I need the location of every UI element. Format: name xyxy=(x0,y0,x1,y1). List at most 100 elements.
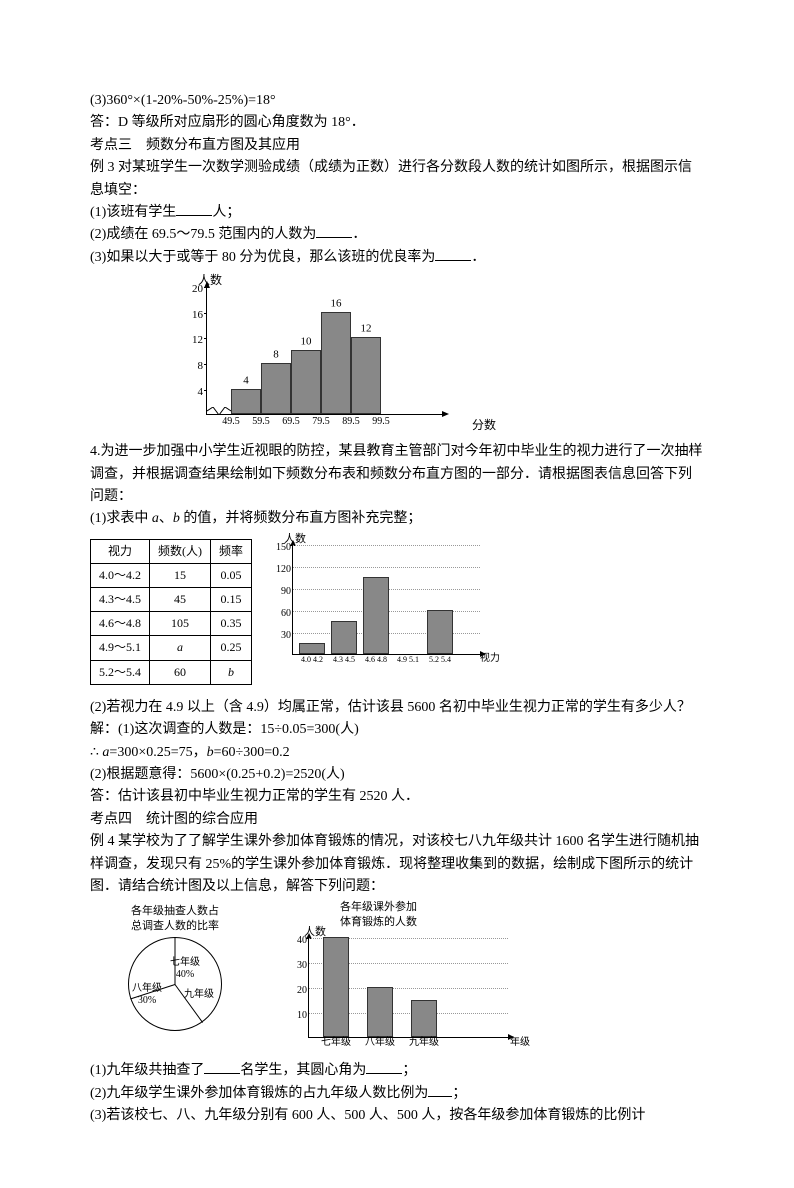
question-line: (1)求表中 a、b 的值，并将频数分布直方图补充完整； xyxy=(90,508,704,530)
table-row: 4.9～5.1a0.25 xyxy=(91,636,252,660)
table-cell: 15 xyxy=(150,563,211,587)
table-cell: 105 xyxy=(150,612,211,636)
pie-block: 各年级抽查人数占总调查人数的比率 七年级40% 九年级 八年级30% xyxy=(100,904,250,1031)
frequency-table: 视力频数(人)频率4.0～4.2150.054.3～4.5450.154.6～4… xyxy=(90,539,252,685)
x-tick-label: 4.3 4.5 xyxy=(333,654,355,667)
chart-bar xyxy=(261,363,291,414)
table-header: 视力 xyxy=(91,539,150,563)
question-line: (2)成绩在 69.5～79.5 范围内的人数为． xyxy=(90,224,704,246)
blank-fill xyxy=(428,1083,452,1097)
table-cell: 4.3～4.5 xyxy=(91,588,150,612)
solution-line: 解：(1)这次调查的人数是：15÷0.05=300(人) xyxy=(90,719,704,741)
arrow-right-icon xyxy=(442,411,449,417)
table-row: 5.2～5.460b xyxy=(91,660,252,684)
question-line: (1)该班有学生人； xyxy=(90,202,704,224)
table-cell: b xyxy=(211,660,252,684)
y-tick-label: 90 xyxy=(273,584,291,600)
topic-title: 考点四 统计图的综合应用 xyxy=(90,809,704,831)
chart-bar xyxy=(351,337,381,414)
table-cell: 4.0～4.2 xyxy=(91,563,150,587)
table-cell: 0.05 xyxy=(211,563,252,587)
x-tick-label: 七年级 xyxy=(321,1035,351,1051)
y-tick-label: 16 xyxy=(181,307,203,325)
table-cell: 0.25 xyxy=(211,636,252,660)
y-tick-label: 12 xyxy=(181,332,203,350)
table-cell: 0.15 xyxy=(211,588,252,612)
y-tick-label: 20 xyxy=(289,983,307,999)
y-tick-label: 30 xyxy=(289,958,307,974)
histogram-chart: 人数 481216204810161249.559.569.579.589.59… xyxy=(170,273,470,433)
bar-value-label: 4 xyxy=(243,372,249,390)
y-tick-label: 120 xyxy=(273,562,291,578)
chart-bar xyxy=(427,610,453,654)
blank-fill xyxy=(435,247,471,261)
question-line: (1)九年级共抽查了名学生，其圆心角为； xyxy=(90,1060,704,1082)
blank-fill xyxy=(204,1060,240,1074)
x-tick-label: 5.2 5.4 xyxy=(429,654,451,667)
table-cell: a xyxy=(150,636,211,660)
table-row: 4.3～4.5450.15 xyxy=(91,588,252,612)
chart-plot: 481216204810161249.559.569.579.589.599.5 xyxy=(206,287,442,415)
question-intro: 4.为进一步加强中小学生近视眼的防控，某县教育主管部门对今年初中毕业生的视力进行… xyxy=(90,441,704,508)
chart-bar xyxy=(367,987,393,1037)
question-line: (3)如果以大于或等于 80 分为优良，那么该班的优良率为． xyxy=(90,247,704,269)
table-header: 频率 xyxy=(211,539,252,563)
answer-line: 答：D 等级所对应扇形的圆心角度数为 18°． xyxy=(90,112,704,134)
y-tick-label: 40 xyxy=(289,933,307,949)
x-tick-label: 4.9 5.1 xyxy=(397,654,419,667)
chart-bar xyxy=(291,350,321,414)
table-header: 频数(人) xyxy=(150,539,211,563)
pie-bar-row: 各年级抽查人数占总调查人数的比率 七年级40% 九年级 八年级30% 各年级课外… xyxy=(100,904,704,1054)
x-tick-label: 99.5 xyxy=(372,414,390,430)
freq-histogram: 人数 视力 3060901201504.0 4.24.3 4.54.6 4.84… xyxy=(270,535,490,670)
x-tick-label: 69.5 xyxy=(282,414,300,430)
y-tick-label: 150 xyxy=(273,540,291,556)
chart-plot: 年级 10203040七年级八年级九年级 xyxy=(308,938,508,1038)
bar-value-label: 16 xyxy=(331,295,342,313)
chart-bar xyxy=(321,312,351,414)
solution-line: (2)根据题意得：5600×(0.25+0.2)=2520(人) xyxy=(90,764,704,786)
question-line: (2)九年级学生课外参加体育锻炼的占九年级人数比例为； xyxy=(90,1083,704,1105)
question-line: (3)若该校七、八、九年级分别有 600 人、500 人、500 人，按各年级参… xyxy=(90,1105,704,1127)
x-tick-label: 59.5 xyxy=(252,414,270,430)
chart-bar xyxy=(331,621,357,654)
pie-label: 八年级30% xyxy=(132,983,162,1007)
y-tick-label: 60 xyxy=(273,606,291,622)
example-intro: 例 3 对某班学生一次数学测验成绩（成绩为正数）进行各分数段人数的统计如图所示，… xyxy=(90,157,704,202)
blank-fill xyxy=(176,202,212,216)
table-cell: 5.2～5.4 xyxy=(91,660,150,684)
x-tick-label: 九年级 xyxy=(409,1035,439,1051)
x-tick-label: 4.0 4.2 xyxy=(301,654,323,667)
table-chart-row: 视力频数(人)频率4.0～4.2150.054.3～4.5450.154.6～4… xyxy=(90,535,704,689)
x-tick-label: 4.6 4.8 xyxy=(365,654,387,667)
x-axis-label: 视力 xyxy=(480,651,500,667)
solution-line: ∴ a=300×0.25=75，b=60÷300=0.2 xyxy=(90,742,704,764)
y-tick-label: 10 xyxy=(289,1008,307,1024)
example-intro: 例 4 某学校为了了解学生课外参加体育锻炼的情况，对该校七八九年级共计 1600… xyxy=(90,831,704,898)
table-cell: 4.6～4.8 xyxy=(91,612,150,636)
x-axis-label: 分数 xyxy=(472,416,496,435)
chart-bar xyxy=(323,937,349,1037)
bar-chart: 各年级课外参加体育锻炼的人数 人数 年级 10203040七年级八年级九年级 xyxy=(280,904,520,1054)
table-row: 4.6～4.81050.35 xyxy=(91,612,252,636)
x-tick-label: 八年级 xyxy=(365,1035,395,1051)
x-axis-label: 年级 xyxy=(510,1035,530,1051)
chart-bar xyxy=(299,643,325,654)
pie-chart: 七年级40% 九年级 八年级30% xyxy=(128,937,222,1031)
table-cell: 60 xyxy=(150,660,211,684)
chart-bar xyxy=(363,577,389,654)
y-tick-label: 4 xyxy=(181,384,203,402)
x-tick-label: 79.5 xyxy=(312,414,330,430)
question-line: (2)若视力在 4.9 以上（含 4.9）均属正常，估计该县 5600 名初中毕… xyxy=(90,697,704,719)
pie-label: 七年级40% xyxy=(170,957,200,981)
y-tick-label: 8 xyxy=(181,358,203,376)
solution-line: 答：估计该县初中毕业生视力正常的学生有 2520 人． xyxy=(90,786,704,808)
pie-label: 九年级 xyxy=(184,989,214,1001)
table-row: 4.0～4.2150.05 xyxy=(91,563,252,587)
chart-bar xyxy=(411,1000,437,1038)
x-tick-label: 49.5 xyxy=(222,414,240,430)
chart-plot: 视力 3060901201504.0 4.24.3 4.54.6 4.84.9 … xyxy=(292,545,480,655)
bar-value-label: 12 xyxy=(361,321,372,339)
table-cell: 4.9～5.1 xyxy=(91,636,150,660)
blank-fill xyxy=(316,224,352,238)
